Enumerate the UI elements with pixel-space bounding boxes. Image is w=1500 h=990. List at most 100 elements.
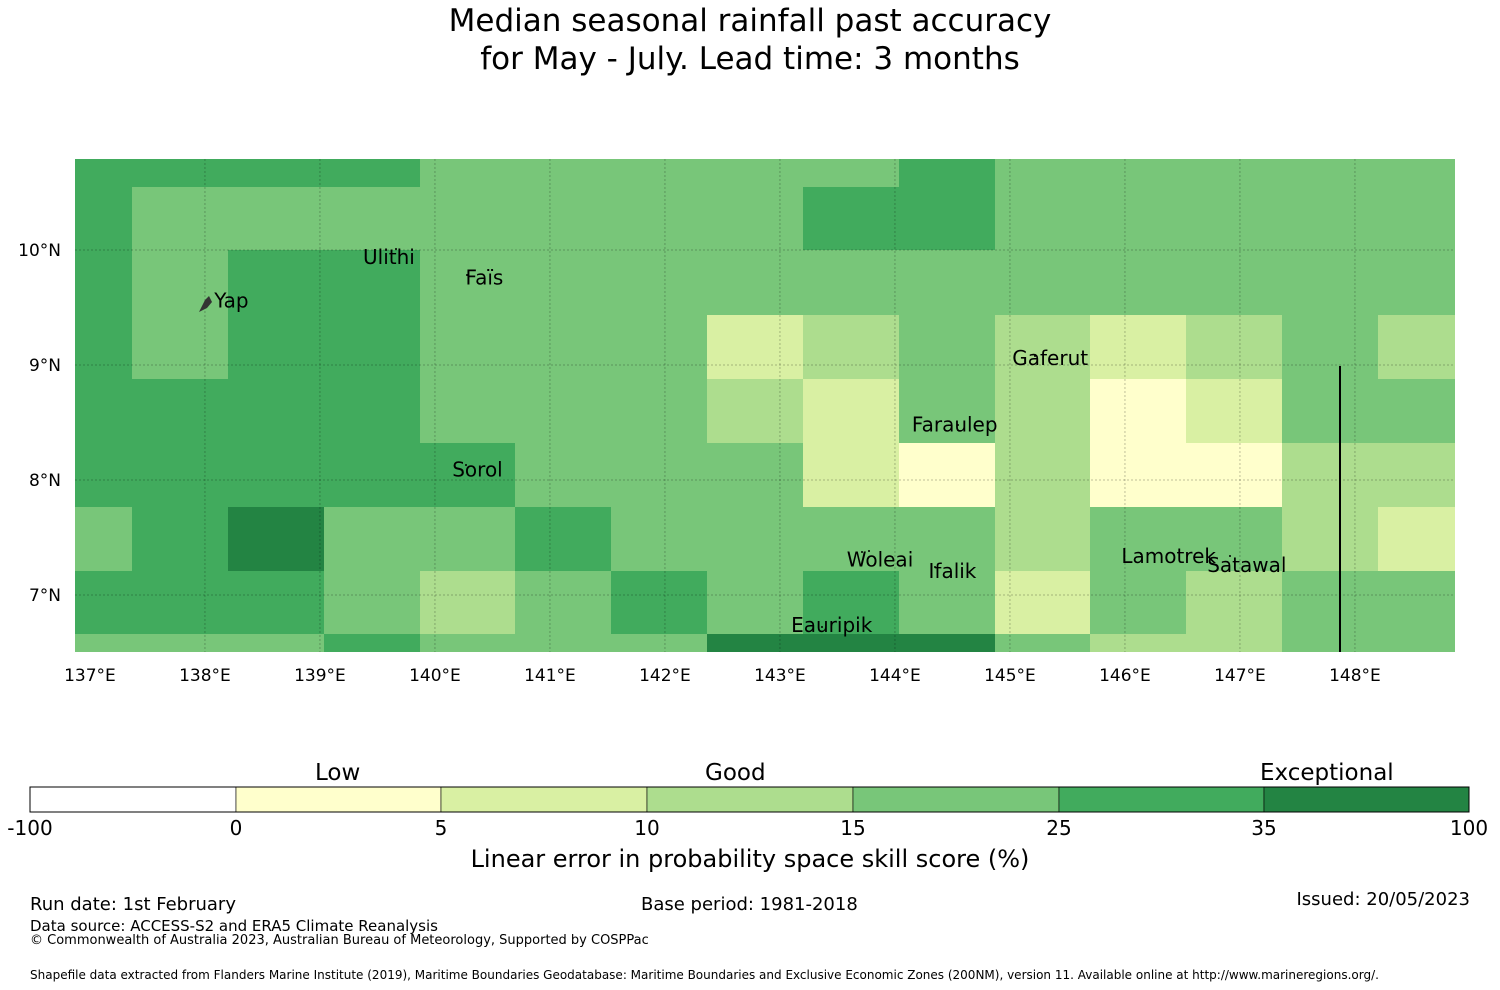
skill-cell [899, 443, 995, 507]
colorbar [29, 786, 1470, 813]
place-label: Faïs [465, 266, 503, 290]
skill-cell [1186, 315, 1282, 379]
skill-cell [1282, 634, 1378, 652]
latitude-ticks: 10°N 9°N 8°N 7°N [18, 241, 61, 606]
yap-island-shape [199, 296, 212, 312]
skill-cell [228, 634, 324, 652]
colorbar-word-good: Good [705, 760, 766, 786]
skill-cell [420, 634, 515, 652]
skill-cell [1090, 507, 1186, 571]
colorbar-segment [852, 786, 1060, 813]
skill-cell [899, 187, 995, 250]
latitude-tick-label: 8°N [29, 471, 61, 491]
place-label: Yap [213, 289, 248, 313]
colorbar-tick: 100 [1449, 816, 1489, 840]
latitude-tick-label: 9°N [29, 356, 61, 376]
skill-cell [1282, 187, 1378, 250]
skill-cell [324, 315, 420, 379]
ifalik-dot [934, 566, 936, 568]
skill-cell [132, 507, 228, 571]
skill-cell [707, 443, 803, 507]
skill-cell [75, 507, 132, 571]
latitude-tick-label: 7°N [29, 586, 61, 606]
skill-cell [1378, 507, 1455, 571]
longitude-tick-label: 138°E [179, 666, 231, 686]
place-label: Satawal [1207, 553, 1286, 577]
skill-grid [75, 159, 1455, 652]
eauripik-dot [821, 626, 823, 628]
shapefile-attribution: Shapefile data extracted from Flanders M… [30, 968, 1379, 982]
skill-cell [1186, 634, 1282, 652]
skill-cell [803, 250, 899, 315]
colorbar-segment [235, 786, 442, 813]
colorbar-tick: 0 [229, 816, 243, 840]
skill-cell [803, 159, 899, 187]
colorbar-tick: 15 [840, 816, 866, 840]
skill-cell [803, 507, 899, 571]
place-label: Faraulep [912, 413, 998, 437]
skill-cell [228, 159, 324, 187]
skill-cell [611, 315, 707, 379]
skill-cell [1090, 315, 1186, 379]
colorbar-segment [440, 786, 648, 813]
copyright-notice: © Commonwealth of Australia 2023, Austra… [30, 933, 649, 948]
skill-cell [1090, 187, 1186, 250]
skill-cell [324, 507, 420, 571]
skill-cell [1378, 315, 1455, 379]
graticule [75, 159, 1455, 652]
skill-cell [75, 443, 132, 507]
skill-cell [420, 250, 515, 315]
skill-cell [1282, 159, 1378, 187]
skill-cell [611, 507, 707, 571]
skill-cell [1378, 250, 1455, 315]
skill-cell [1378, 634, 1455, 652]
skill-cell [803, 443, 899, 507]
skill-cell [1090, 571, 1186, 634]
skill-cell [1378, 159, 1455, 187]
skill-cell [707, 315, 803, 379]
skill-cell [1378, 187, 1455, 250]
skill-cell [1090, 443, 1186, 507]
skill-cell [132, 315, 228, 379]
skill-cell [420, 379, 515, 443]
skill-cell [899, 634, 995, 652]
skill-cell [1282, 443, 1378, 507]
colorbar-tick: -100 [7, 816, 53, 840]
skill-cell [1378, 571, 1455, 634]
skill-cell [803, 187, 899, 250]
skill-cell [420, 507, 515, 571]
skill-cell [132, 634, 228, 652]
skill-cell [707, 507, 803, 571]
skill-cell [1282, 571, 1378, 634]
skill-cell [1378, 379, 1455, 443]
skill-cell [995, 507, 1090, 571]
skill-cell [1090, 250, 1186, 315]
skill-cell [899, 507, 995, 571]
skill-cell [707, 379, 803, 443]
skill-cell [707, 250, 803, 315]
place-label: Lamotrek [1121, 544, 1216, 568]
colorbar-tick: 5 [434, 816, 448, 840]
skill-cell [228, 187, 324, 250]
skill-cell [995, 187, 1090, 250]
colorbar-word-exceptional: Exceptional [1260, 760, 1394, 786]
skill-cell [995, 250, 1090, 315]
longitude-tick-label: 146°E [1099, 666, 1151, 686]
base-period: Base period: 1981-2018 [641, 894, 858, 915]
skill-cell [1186, 250, 1282, 315]
skill-cell [132, 379, 228, 443]
sorol-dot [465, 464, 467, 466]
skill-cell [707, 159, 803, 187]
skill-cell [132, 443, 228, 507]
skill-cell [995, 159, 1090, 187]
skill-cell [515, 443, 611, 507]
skill-cell [899, 250, 995, 315]
skill-cell [515, 634, 611, 652]
map-title-line2: for May - July. Lead time: 3 months [480, 41, 1020, 77]
colorbar-tick: 10 [634, 816, 660, 840]
skill-cell [611, 379, 707, 443]
skill-cell [899, 159, 995, 187]
skill-cell [228, 571, 324, 634]
skill-cell [1090, 634, 1186, 652]
skill-cell [75, 159, 132, 187]
